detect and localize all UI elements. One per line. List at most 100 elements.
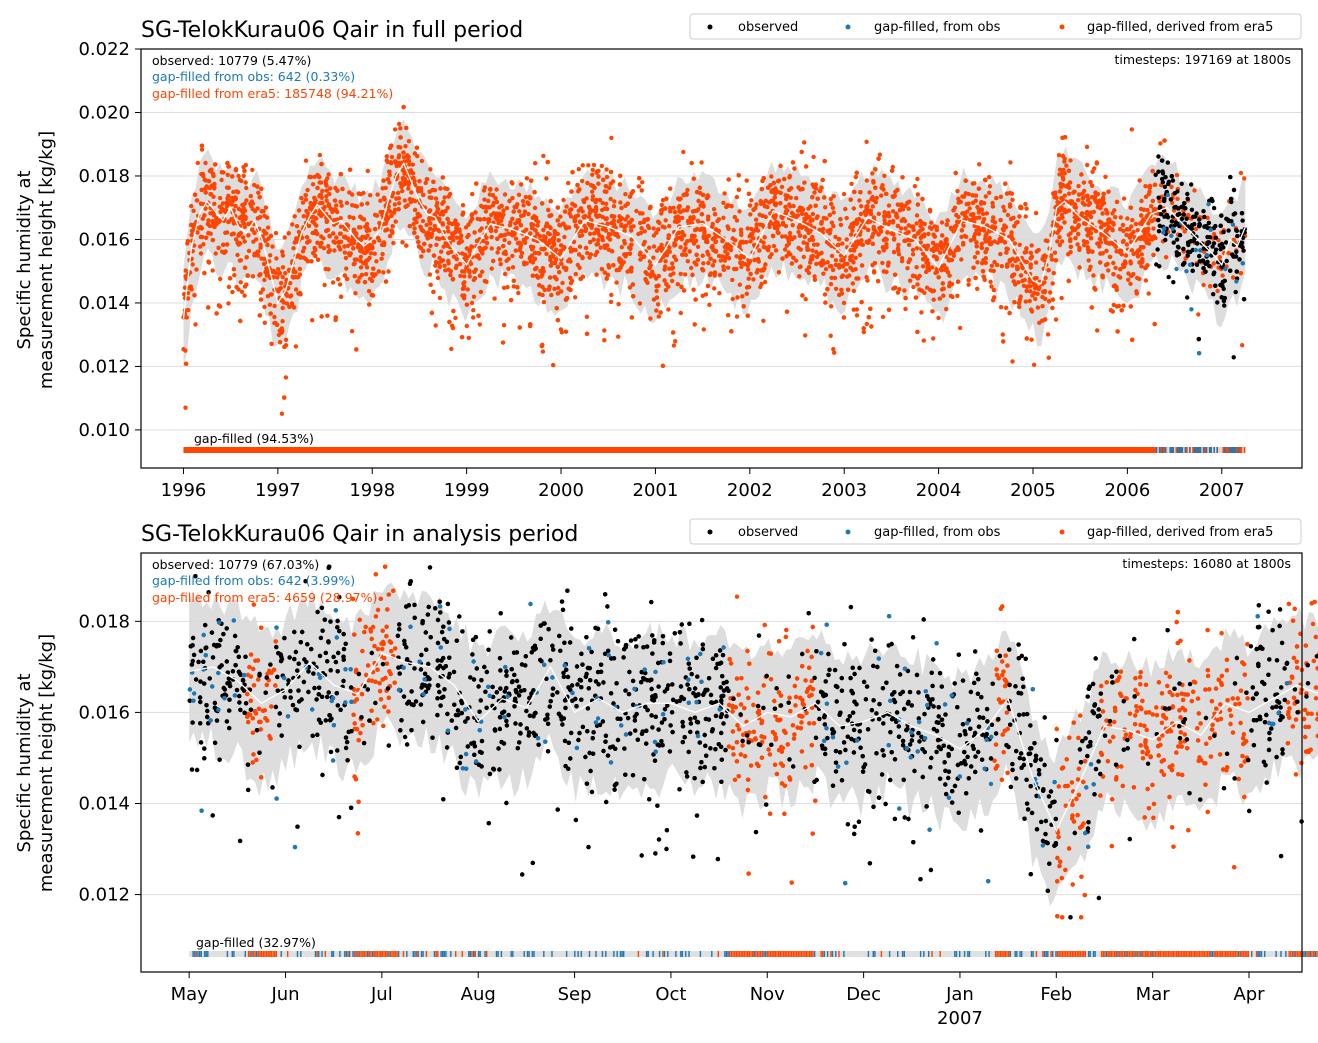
gapfilled-era5-point — [783, 234, 788, 239]
gapfilled-era5-point — [821, 226, 826, 232]
gapfilled-era5-point — [851, 260, 856, 265]
gapfilled-era5-point — [1135, 254, 1141, 259]
gapfilled-era5-point — [395, 190, 401, 196]
gapfilled-era5-point — [293, 287, 299, 292]
gapfilled-era5-point — [408, 197, 413, 202]
gapfilled-era5-point — [1076, 183, 1081, 189]
gapfilled-era5-point — [540, 349, 546, 354]
gapfilled-era5-point — [518, 182, 524, 187]
gapfilled-era5-point — [210, 237, 215, 243]
gapfilled-era5-point — [680, 252, 685, 257]
gapfilled-era5-point — [676, 230, 682, 235]
gapfilled-era5-point — [881, 269, 887, 274]
observed-point — [1211, 292, 1216, 297]
gapfilled-era5-point — [499, 203, 504, 209]
gapfilled-era5-point — [705, 249, 710, 255]
gapfilled-era5-point — [898, 226, 904, 231]
gapfilled-era5-point — [211, 211, 216, 216]
gapfilled-era5-point — [258, 272, 263, 277]
gapfilled-era5-point — [1129, 232, 1134, 237]
gapfilled-era5-point — [667, 223, 672, 229]
gapfilled-era5-point — [575, 213, 581, 218]
gapfilled-era5-point — [728, 247, 734, 253]
gapfilled-era5-point — [1066, 278, 1071, 284]
gapfilled-era5-point — [389, 154, 395, 160]
gapfilled-era5-point — [505, 285, 510, 290]
gapfilled-era5-point — [332, 207, 337, 212]
gapfilled-era5-point — [975, 260, 980, 265]
gapfilled-era5-point — [854, 313, 860, 318]
gapfilled-era5-point — [1120, 239, 1126, 244]
gapfilled-era5-point — [358, 254, 364, 260]
gapfilled-era5-point — [515, 202, 520, 207]
gapfilled-era5-point — [206, 305, 211, 310]
gapfilled-era5-point — [754, 222, 759, 227]
observed-point — [1215, 300, 1220, 305]
gapfilled-era5-point — [1095, 328, 1100, 333]
gapfilled-era5-point — [199, 187, 204, 193]
gapfilled-era5-point — [234, 284, 239, 290]
gapfilled-era5-point — [678, 235, 683, 240]
gapfilled-era5-point — [682, 248, 687, 253]
gapfilled-era5-point — [230, 174, 235, 179]
gapfilled-era5-point — [881, 187, 886, 192]
gapfilled-era5-point — [737, 209, 742, 214]
gapfilled-era5-point — [1095, 241, 1100, 246]
gapfilled-era5-point — [325, 176, 330, 181]
chart-title: SG-TelokKurau06 Qair in full period — [141, 18, 523, 43]
gapfilled-era5-point — [605, 235, 611, 240]
gapfilled-era5-point — [754, 226, 759, 231]
gapfilled-era5-point — [192, 293, 197, 298]
gapfilled-era5-point — [526, 201, 531, 207]
gapfilled-era5-point — [238, 318, 243, 324]
gapfilled-era5-point — [491, 258, 496, 264]
gapfilled-era5-point — [412, 151, 418, 156]
gapfilled-era5-point — [941, 263, 947, 268]
gapfilled-era5-point — [594, 272, 599, 277]
gapfilled-era5-point — [895, 223, 901, 229]
gapfilled-era5-point — [715, 218, 720, 224]
gapfilled-era5-point — [446, 194, 451, 199]
gapfilled-era5-point — [871, 270, 877, 275]
gapfilled-era5-point — [617, 182, 623, 187]
gapfilled-era5-point — [989, 263, 995, 268]
gapfilled-era5-point — [1000, 332, 1005, 337]
gapfilled-era5-point — [814, 261, 819, 267]
gapfilled-era5-point — [532, 256, 538, 261]
gapfilled-era5-point — [425, 236, 430, 241]
gapfilled-era5-point — [853, 220, 858, 225]
gapfilled-era5-point — [672, 243, 677, 248]
gapfilled-era5-point — [203, 206, 208, 211]
observed-point — [1162, 184, 1168, 189]
gapfilled-era5-point — [1062, 193, 1068, 198]
gapfilled-era5-point — [534, 265, 539, 271]
gapfilled-era5-point — [596, 237, 601, 243]
gapfilled-era5-point — [1125, 216, 1130, 221]
gapfilled-era5-point — [697, 185, 702, 190]
gapfilled-era5-point — [233, 168, 239, 173]
gapfilled-era5-point — [594, 249, 600, 255]
gapfilled-era5-point — [523, 194, 529, 200]
gapfilled-era5-point — [1003, 224, 1009, 230]
gapfilled-era5-point — [627, 285, 633, 290]
gapfilled-era5-point — [671, 343, 677, 348]
gapfilled-era5-point — [769, 174, 774, 179]
gapfilled-era5-point — [754, 202, 759, 207]
gapfilled-era5-point — [926, 267, 931, 273]
gapfilled-era5-point — [586, 204, 592, 209]
observed-point — [1202, 214, 1207, 220]
gapfilled-era5-point — [1114, 199, 1120, 205]
gapfilled-era5-point — [203, 185, 209, 191]
gapfilled-era5-point — [670, 278, 675, 284]
gapfilled-era5-point — [976, 231, 982, 237]
gapfilled-era5-point — [469, 244, 475, 250]
gapfilled-era5-point — [1139, 198, 1144, 204]
gapfilled-era5-point — [301, 214, 306, 219]
gapfilled-era5-point — [1114, 287, 1119, 292]
gapfilled-era5-point — [1024, 206, 1029, 211]
gapfilled-era5-point — [1012, 241, 1018, 246]
gapfilled-era5-point — [629, 265, 634, 271]
gapfilled-era5-point — [983, 194, 988, 199]
gapfilled-era5-point — [284, 301, 290, 306]
gapfilled-era5-point — [406, 186, 411, 191]
